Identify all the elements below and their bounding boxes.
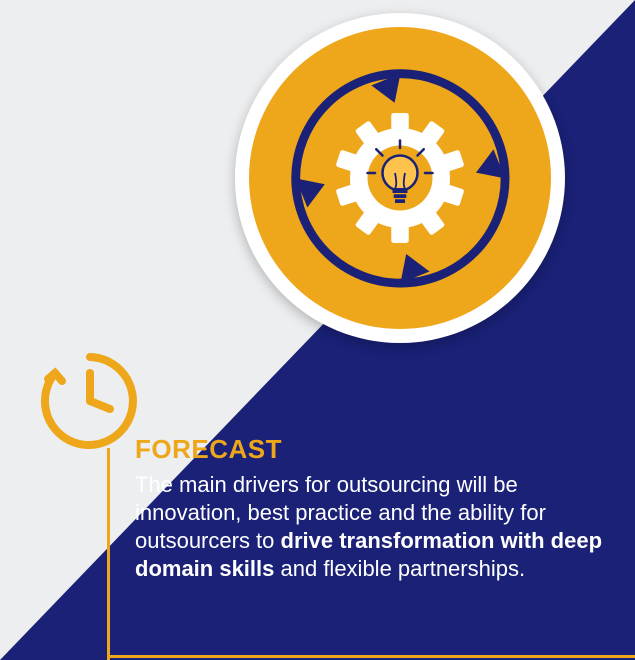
forecast-body: The main drivers for outsourcing will be…: [135, 471, 605, 583]
accent-rule-horizontal: [107, 655, 635, 658]
accent-rule-vertical: [107, 448, 110, 660]
forecast-heading: FORECAST: [135, 434, 605, 465]
process-medallion: [235, 13, 565, 343]
gear-lightbulb-icon: [325, 103, 475, 253]
clock-icon: [40, 351, 140, 451]
infographic-canvas: FORECAST The main drivers for outsourcin…: [0, 0, 635, 660]
body-after: and flexible partnerships.: [274, 556, 525, 581]
forecast-text-block: FORECAST The main drivers for outsourcin…: [135, 434, 605, 583]
